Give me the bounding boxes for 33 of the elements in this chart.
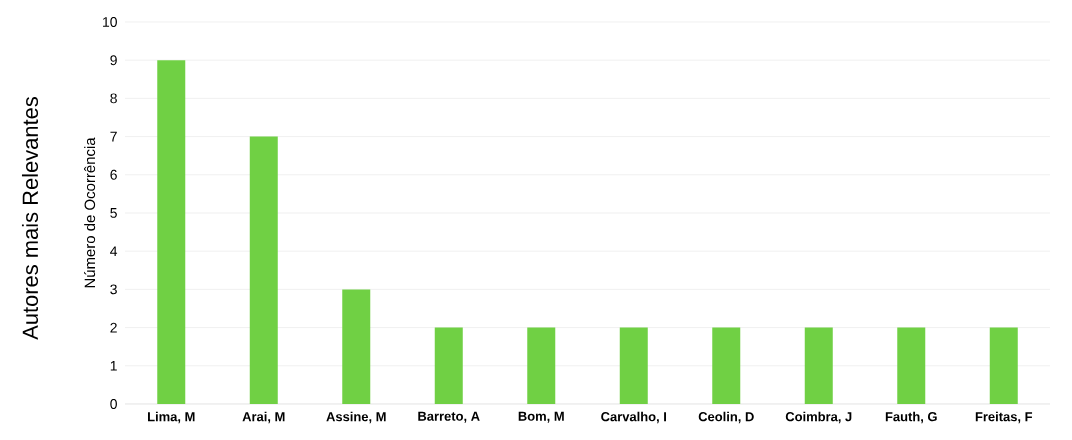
y-tick-label: 5 — [110, 208, 117, 218]
x-tick-label: Assine, M — [326, 411, 386, 424]
x-tick-label: Carvalho, I — [601, 411, 666, 424]
bar — [249, 136, 278, 404]
y-tick-label: 8 — [110, 93, 117, 104]
x-tick-label: Bom, M — [518, 411, 564, 423]
y-tick-label: 0 — [110, 399, 117, 409]
y-tick-label: 9 — [110, 55, 117, 66]
x-tick-label: Coimbra, J — [785, 411, 852, 424]
y-tick-label: 2 — [110, 322, 117, 333]
x-tick-label: Freitas, F — [975, 411, 1033, 424]
y-tick-label: 1 — [110, 360, 117, 371]
bar — [342, 289, 371, 404]
bar — [157, 60, 186, 404]
bar — [804, 327, 833, 404]
x-tick-label: Fauth, G — [885, 411, 937, 424]
x-tick-label: Lima, M — [148, 411, 195, 424]
bar — [989, 327, 1018, 404]
x-tick-label: Ceolin, D — [698, 411, 754, 424]
y-axis-title: Número de Ocorrência — [83, 137, 96, 288]
y-tick-label: 3 — [110, 284, 117, 295]
y-tick-label: 7 — [110, 131, 117, 142]
y-tick-label: 10 — [103, 17, 117, 27]
y-tick-label: 4 — [110, 246, 118, 256]
bar — [434, 327, 463, 404]
bar — [619, 327, 648, 404]
bar — [897, 327, 926, 404]
y-tick-label: 6 — [110, 169, 117, 180]
x-tick-label: Barreto, A — [418, 411, 480, 423]
bar — [712, 327, 741, 404]
x-tick-label: Arai, M — [242, 411, 285, 424]
bar — [527, 327, 556, 404]
text: Autores mais Relevantes — [21, 97, 39, 340]
